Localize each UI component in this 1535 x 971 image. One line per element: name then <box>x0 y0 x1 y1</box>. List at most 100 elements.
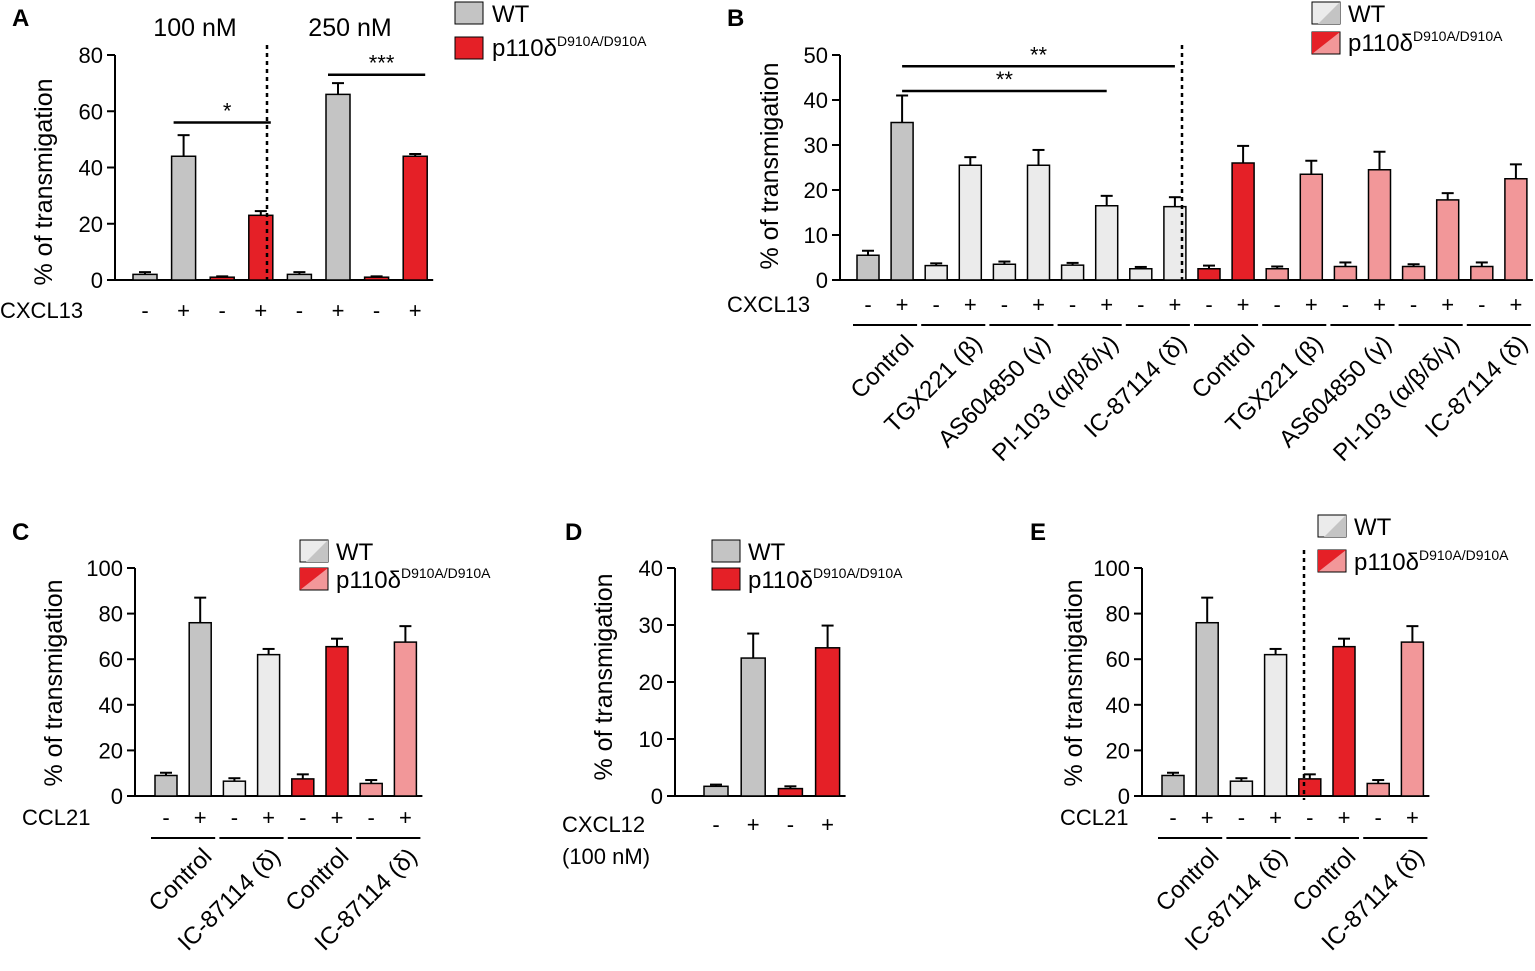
panel-d-bar <box>740 657 766 797</box>
legend-d-mut-label: p110δD910A/D910A <box>748 565 903 594</box>
panel-e-y-tick-label: 20 <box>1106 738 1130 763</box>
panel-b-bar <box>924 264 948 281</box>
panel-e-y-tick-label: 80 <box>1106 602 1130 627</box>
legend-b-mut-sup: D910A/D910A <box>1413 28 1503 44</box>
panel-e-y-tick-label: 100 <box>1093 556 1130 581</box>
panel-e-sign-label: - <box>1375 805 1382 830</box>
panel-a-bar <box>402 155 428 281</box>
legend-c-mut-label: p110δD910A/D910A <box>336 565 491 594</box>
panel-e-bar <box>1195 621 1219 797</box>
panel-e-sign-label: - <box>1169 805 1176 830</box>
panel-a-y-tick-label: 40 <box>79 156 103 181</box>
panel-c-y-tick-label: 60 <box>99 647 123 672</box>
legend-e-mut-label: p110δD910A/D910A <box>1354 547 1509 576</box>
panel-a-sign-label: + <box>254 298 267 323</box>
panel-d-plot: 0 10 20 30 40 - + - + <box>639 556 846 837</box>
panel-b-sign-label: + <box>1237 292 1250 317</box>
panel-e-y-tick-label: 60 <box>1106 647 1130 672</box>
panel-a-bar <box>209 276 235 281</box>
legend-b-mut-swatch-shade <box>1312 32 1340 54</box>
panel-b-sign-label: - <box>1205 292 1212 317</box>
panel-b-bar <box>1265 268 1289 281</box>
panel-c-bar <box>393 641 418 797</box>
panel-d-letter: D <box>565 519 582 546</box>
panel-d-condition-label: CXCL12 <box>562 812 645 837</box>
panel-b-sign-label: + <box>1032 292 1045 317</box>
panel-b-ylabel: % of transmigation <box>756 62 784 269</box>
panel-b-bar <box>958 164 983 281</box>
panel-e-bar <box>1161 774 1185 797</box>
panel-b-significance-stars: ** <box>996 67 1014 92</box>
panel-b-bar <box>1435 199 1460 281</box>
panel-b-significance-stars: ** <box>1030 42 1048 67</box>
panel-d-y-tick-label: 20 <box>639 670 663 695</box>
panel-e-sign-label: - <box>1238 805 1245 830</box>
panel-b-bar <box>1129 268 1153 281</box>
panel-c-sign-label: - <box>299 805 306 830</box>
panel-a-sign-label: - <box>296 298 303 323</box>
legend-b-mut-base: p110δ <box>1348 30 1413 57</box>
legend-d-mut-base: p110δ <box>748 567 813 594</box>
panel-b-sign-label: + <box>1168 292 1181 317</box>
legend-e-wt-label: WT <box>1354 514 1392 541</box>
panel-e-bar <box>1366 782 1390 797</box>
panel-e-sign-label: - <box>1306 805 1313 830</box>
panel-b-sign-label: - <box>1342 292 1349 317</box>
panel-a-significance-stars: *** <box>369 51 395 76</box>
panel-b-bar <box>1197 268 1221 281</box>
panel-b-y-tick-label: 0 <box>816 268 828 293</box>
panel-e-bar <box>1298 778 1322 797</box>
panel-d-y-tick-label: 30 <box>639 613 663 638</box>
legend-d-wt-label: WT <box>748 539 786 566</box>
panel-c-sign-label: - <box>162 805 169 830</box>
legend-d-mut-swatch <box>711 567 741 591</box>
panel-a-y-tick-label: 20 <box>79 212 103 237</box>
panel-c-y-tick-label: 100 <box>86 556 123 581</box>
panel-d-sign-label: - <box>787 812 794 837</box>
panel-b-bar <box>1401 265 1426 281</box>
legend-b-wt-label: WT <box>1348 1 1386 28</box>
legend-a-mut-swatch <box>454 36 484 60</box>
panel-a-sign-label: + <box>409 298 422 323</box>
panel-a-y-tick-label: 80 <box>79 43 103 68</box>
legend-a-wt-label: WT <box>492 1 530 28</box>
legend-a-mut-base: p110δ <box>492 35 557 62</box>
panel-e-bar <box>1400 641 1425 797</box>
panel-c-bar <box>325 645 349 797</box>
panel-b-sign-label: - <box>1137 292 1144 317</box>
legend-e-mut-base: p110δ <box>1354 549 1419 576</box>
panel-b-sign-label: + <box>964 292 977 317</box>
panel-b-sign-label: + <box>1305 292 1318 317</box>
legend-e-mut-swatch-shade <box>1318 550 1346 572</box>
panel-a: A % of transmigation 100 nM 250 nM CXCL1… <box>0 1 647 323</box>
panel-d-legend: WT p110δD910A/D910A <box>711 539 903 594</box>
legend-c-mut-swatch-shade <box>300 568 328 590</box>
panel-c-bar <box>256 653 281 797</box>
panel-c-y-tick-label: 80 <box>99 602 123 627</box>
panel-a-sign-label: - <box>373 298 380 323</box>
panel-e-bar <box>1332 645 1356 797</box>
panel-e-legend: WT p110δD910A/D910A <box>1317 514 1509 576</box>
panel-e-bar <box>1263 653 1288 797</box>
panel-d-sign-label: + <box>821 812 834 837</box>
panel-a-bar <box>170 155 197 281</box>
panel-c-sign-label: + <box>399 805 412 830</box>
legend-c-wt-label: WT <box>336 539 374 566</box>
panel-b-y-tick-label: 10 <box>804 223 828 248</box>
panel-c-sign-label: - <box>231 805 238 830</box>
panel-b-y-tick-label: 20 <box>804 178 828 203</box>
legend-e-wt-swatch-shade <box>1324 515 1346 537</box>
panel-a-condition-label: CXCL13 <box>0 298 83 323</box>
panel-c-letter: C <box>12 519 29 546</box>
panel-a-y-tick-label: 0 <box>91 268 103 293</box>
panel-b-sign-label: - <box>1478 292 1485 317</box>
panel-c-sign-label: + <box>194 805 207 830</box>
panel-b-sign-label: - <box>864 292 871 317</box>
panel-c-bar <box>222 780 247 797</box>
panel-b-sign-label: + <box>1509 292 1522 317</box>
